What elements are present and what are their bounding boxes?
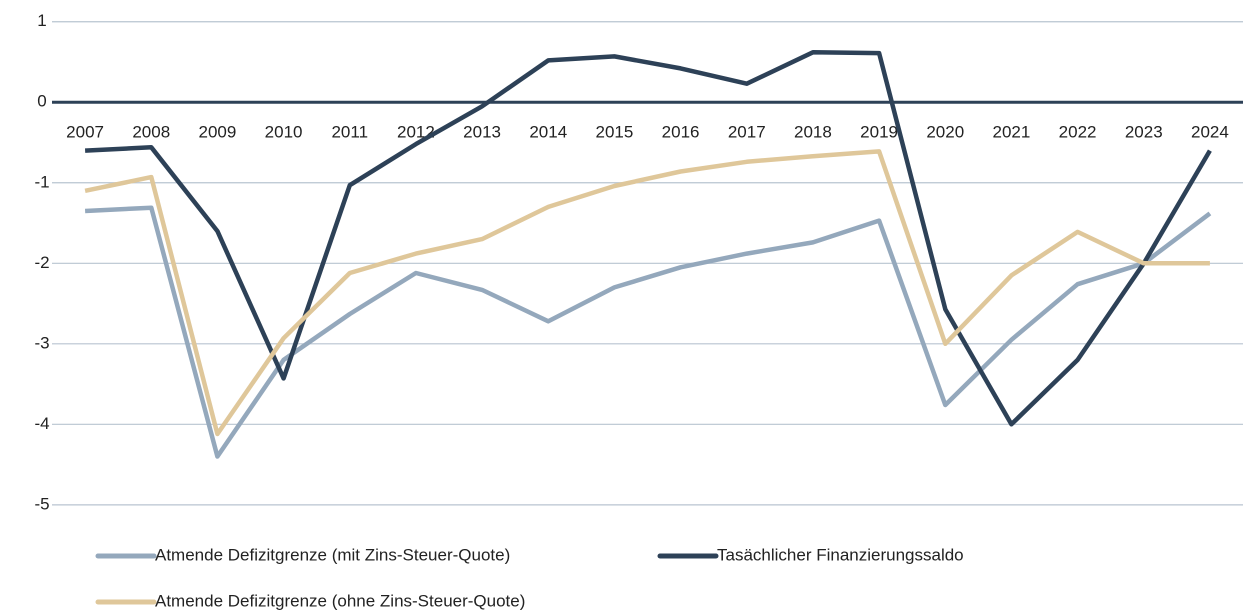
y-tick-label: 0 [37,92,46,111]
x-tick-label: 2018 [794,123,832,142]
series-line [84,149,1210,437]
y-tick-label: 1 [37,11,46,30]
x-tick-label: 2016 [662,123,700,142]
series-line [84,50,1212,427]
y-tick-label: -1 [34,172,49,191]
x-tick-label: 2020 [926,123,964,142]
x-tick-label: 2011 [331,123,368,142]
x-tick-label: 2009 [199,123,237,142]
y-tick-label: -3 [34,333,49,352]
x-tick-label: 2014 [529,123,567,142]
x-tick-label: 2023 [1125,123,1163,142]
y-tick-label: -5 [34,494,49,513]
legend-label: Atmende Defizitgrenze (ohne Zins-Steuer-… [155,591,525,610]
y-tick-label: -4 [34,414,49,433]
y-tick-label: -2 [34,253,49,272]
x-tick-label: 2024 [1191,123,1229,142]
series-line [84,205,1212,459]
legend-label: Atmende Defizitgrenze (mit Zins-Steuer-Q… [155,545,510,564]
x-tick-label: 2019 [860,123,898,142]
x-tick-label: 2021 [993,123,1031,142]
x-tick-label: 2022 [1059,123,1097,142]
x-tick-label: 2008 [132,123,170,142]
x-tick-label: 2010 [265,123,303,142]
x-tick-label: 2017 [728,123,766,142]
x-tick-label: 2013 [463,123,501,142]
x-tick-label: 2015 [596,123,634,142]
legend-label: Tasächlicher Finanzierungssaldo [717,545,964,564]
x-tick-label: 2007 [66,123,104,142]
